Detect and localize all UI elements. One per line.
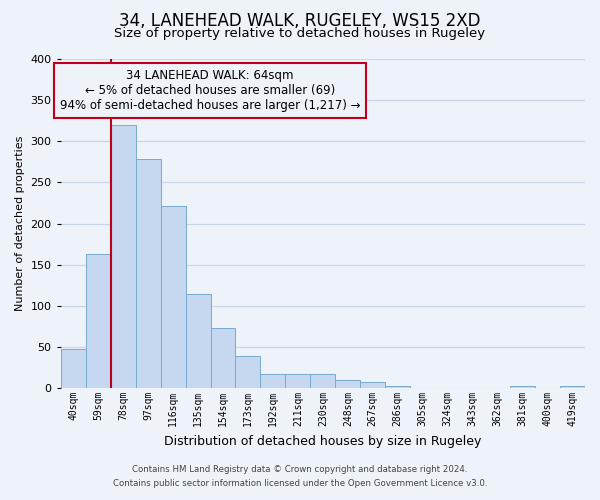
Text: Contains HM Land Registry data © Crown copyright and database right 2024.
Contai: Contains HM Land Registry data © Crown c… [113,466,487,487]
Bar [185,294,211,388]
Bar [286,374,310,388]
Bar [385,386,410,388]
Bar [61,350,86,388]
Bar [260,374,286,388]
Bar [211,328,235,388]
Bar [86,254,110,388]
Text: Size of property relative to detached houses in Rugeley: Size of property relative to detached ho… [115,28,485,40]
Bar [235,356,260,388]
Text: 34, LANEHEAD WALK, RUGELEY, WS15 2XD: 34, LANEHEAD WALK, RUGELEY, WS15 2XD [119,12,481,30]
Bar [161,206,185,388]
Bar [136,160,161,388]
Bar [310,374,335,388]
Text: 34 LANEHEAD WALK: 64sqm
← 5% of detached houses are smaller (69)
94% of semi-det: 34 LANEHEAD WALK: 64sqm ← 5% of detached… [60,69,361,112]
Bar [510,386,535,388]
X-axis label: Distribution of detached houses by size in Rugeley: Distribution of detached houses by size … [164,434,482,448]
Bar [560,386,585,388]
Bar [335,380,361,388]
Bar [361,382,385,388]
Y-axis label: Number of detached properties: Number of detached properties [15,136,25,312]
Bar [110,125,136,388]
